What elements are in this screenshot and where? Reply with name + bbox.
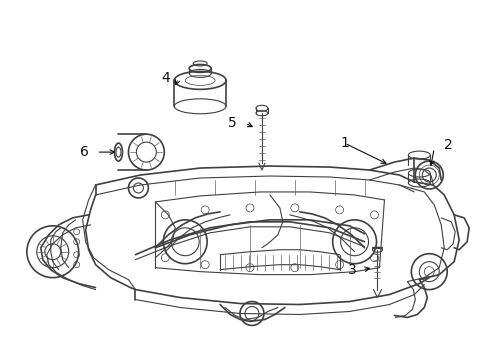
Text: 4: 4: [162, 71, 171, 85]
Text: 5: 5: [228, 116, 237, 130]
Text: 1: 1: [340, 136, 349, 150]
Text: 2: 2: [444, 138, 453, 152]
Text: 6: 6: [80, 145, 89, 159]
Text: 3: 3: [348, 263, 357, 276]
